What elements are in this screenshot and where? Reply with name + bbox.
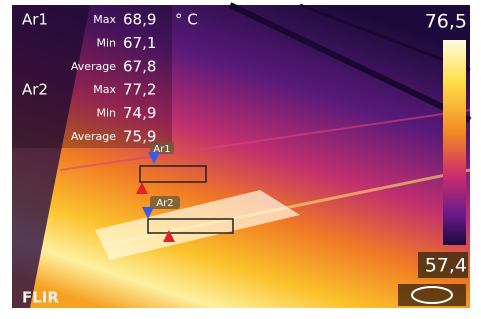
unit: ° C <box>175 11 198 29</box>
stat-value: 77,2 <box>123 81 156 99</box>
scale-min: 57,4 <box>425 255 467 277</box>
stat-value: 68,9 <box>123 11 156 29</box>
stat-value: 75,9 <box>123 128 156 146</box>
stat-value: 67,8 <box>123 57 156 75</box>
area-tag: Ar1 <box>153 144 170 155</box>
area-tag: Ar2 <box>156 198 173 209</box>
thermal-image <box>12 5 470 308</box>
area-label: Ar2 <box>22 81 48 99</box>
stat-name: Max <box>93 13 116 26</box>
stat-name: Min <box>96 107 116 120</box>
logo: FLIR <box>22 289 59 307</box>
stat-value: 67,1 <box>123 34 156 52</box>
color-scale <box>443 40 466 245</box>
scale-max: 76,5 <box>425 11 467 33</box>
stat-name: Max <box>93 83 116 96</box>
zoom-icon <box>398 284 466 306</box>
thermal-screen: ° C 76,5 57,4 FLIR Ar1 Ar2 Ar1 Max 68,9 Min… <box>0 0 481 315</box>
stat-name: Average <box>71 130 116 143</box>
area-label: Ar1 <box>22 11 48 29</box>
stat-name: Average <box>71 60 116 73</box>
stat-value: 74,9 <box>123 104 156 122</box>
stat-name: Min <box>96 36 116 49</box>
